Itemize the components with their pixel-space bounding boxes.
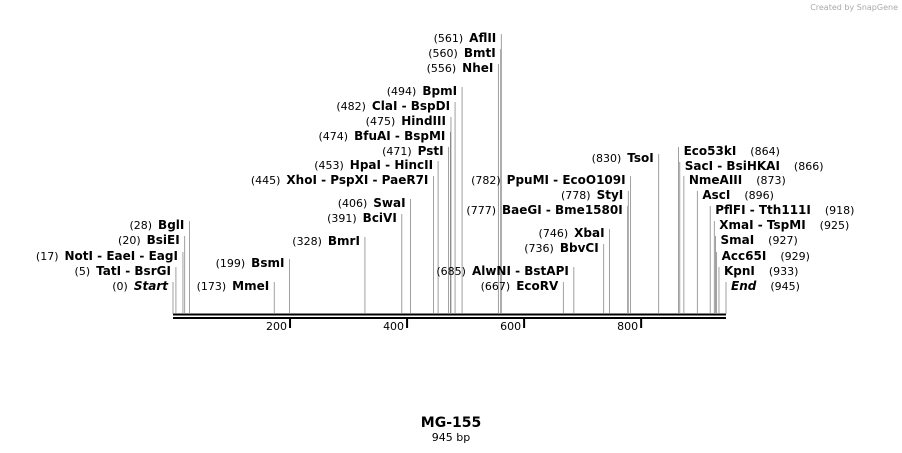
enzyme-name: BsmI bbox=[251, 256, 284, 270]
enzyme-name: BfuAI - BspMI bbox=[354, 129, 445, 143]
site-position: (918) bbox=[825, 204, 855, 217]
site-position: (482) bbox=[336, 100, 366, 113]
enzyme-name: AflII bbox=[469, 31, 496, 45]
enzyme-name: BglI bbox=[158, 218, 184, 232]
enzyme-name: StyI bbox=[597, 188, 624, 202]
site-position: (560) bbox=[428, 47, 458, 60]
enzyme-name: BbvCI bbox=[560, 241, 599, 255]
site-position: (475) bbox=[366, 115, 396, 128]
site-position: (20) bbox=[118, 234, 141, 247]
enzyme-name: MmeI bbox=[232, 279, 269, 293]
site-position: (746) bbox=[539, 227, 569, 240]
site-position: (328) bbox=[292, 235, 322, 248]
site-position: (453) bbox=[314, 159, 344, 172]
site-position: (0) bbox=[112, 280, 128, 293]
site-position: (736) bbox=[524, 242, 554, 255]
enzyme-name: SmaI bbox=[720, 233, 754, 247]
enzyme-name: PflFI - Tth111I bbox=[715, 203, 811, 217]
enzyme-name: NmeAIII bbox=[689, 173, 742, 187]
enzyme-name: AscI bbox=[702, 188, 730, 202]
site-position: (866) bbox=[794, 160, 824, 173]
enzyme-name: NotI - EaeI - EagI bbox=[65, 249, 178, 263]
map-title: MG-155 bbox=[421, 415, 481, 431]
scale-label: 800 bbox=[617, 320, 638, 333]
site-position: (391) bbox=[327, 212, 357, 225]
site-position: (778) bbox=[561, 189, 591, 202]
enzyme-name: BmtI bbox=[464, 46, 496, 60]
enzyme-name: BpmI bbox=[422, 84, 457, 98]
site-position: (830) bbox=[592, 152, 622, 165]
enzyme-name: ClaI - BspDI bbox=[372, 99, 450, 113]
site-position: (406) bbox=[338, 197, 368, 210]
site-position: (927) bbox=[768, 234, 798, 247]
site-position: (173) bbox=[197, 280, 227, 293]
enzyme-name: Eco53kI bbox=[684, 144, 737, 158]
enzyme-name: HpaI - HincII bbox=[350, 158, 433, 172]
site-position: (5) bbox=[75, 265, 91, 278]
enzyme-name: AlwNI - BstAPI bbox=[472, 264, 569, 278]
enzyme-name: BciVI bbox=[363, 211, 397, 225]
scale-label: 400 bbox=[383, 320, 404, 333]
enzyme-name: BaeGI - Bme1580I bbox=[502, 203, 623, 217]
enzyme-name: SacI - BsiHKAI bbox=[685, 159, 780, 173]
site-position: (17) bbox=[36, 250, 59, 263]
site-position: (873) bbox=[756, 174, 786, 187]
site-position: (471) bbox=[382, 145, 412, 158]
enzyme-name: KpnI bbox=[724, 264, 755, 278]
site-position: (474) bbox=[318, 130, 348, 143]
enzyme-name: EcoRV bbox=[516, 279, 559, 293]
enzyme-name: End bbox=[731, 279, 757, 293]
site-position: (929) bbox=[780, 250, 810, 263]
enzyme-name: BsiEI bbox=[147, 233, 180, 247]
enzyme-name: NheI bbox=[462, 61, 493, 75]
enzyme-name: XbaI bbox=[574, 226, 604, 240]
scale-label: 600 bbox=[500, 320, 521, 333]
site-position: (896) bbox=[744, 189, 774, 202]
site-position: (777) bbox=[466, 204, 496, 217]
site-position: (561) bbox=[434, 32, 464, 45]
site-position: (782) bbox=[471, 174, 501, 187]
scale-label: 200 bbox=[266, 320, 287, 333]
site-position: (933) bbox=[769, 265, 799, 278]
enzyme-name: Acc65I bbox=[722, 249, 767, 263]
enzyme-name: Start bbox=[134, 279, 169, 293]
site-position: (864) bbox=[750, 145, 780, 158]
enzyme-name: XhoI - PspXI - PaeR7I bbox=[286, 173, 428, 187]
enzyme-name: HindIII bbox=[401, 114, 446, 128]
enzyme-name: PstI bbox=[418, 144, 444, 158]
site-position: (445) bbox=[251, 174, 281, 187]
enzyme-name: TsoI bbox=[627, 151, 653, 165]
site-position: (556) bbox=[427, 62, 457, 75]
enzyme-name: PpuMI - EcoO109I bbox=[507, 173, 626, 187]
enzyme-name: BmrI bbox=[328, 234, 360, 248]
site-position: (685) bbox=[436, 265, 466, 278]
site-position: (925) bbox=[820, 219, 850, 232]
site-position: (28) bbox=[129, 219, 152, 232]
enzyme-name: SwaI bbox=[373, 196, 405, 210]
map-subtitle: 945 bp bbox=[432, 431, 470, 444]
site-position: (945) bbox=[770, 280, 800, 293]
watermark: Created by SnapGene bbox=[810, 3, 898, 12]
enzyme-name: TatI - BsrGI bbox=[96, 264, 171, 278]
site-position: (494) bbox=[387, 85, 417, 98]
enzyme-name: XmaI - TspMI bbox=[719, 218, 805, 232]
site-position: (667) bbox=[481, 280, 511, 293]
site-position: (199) bbox=[216, 257, 246, 270]
